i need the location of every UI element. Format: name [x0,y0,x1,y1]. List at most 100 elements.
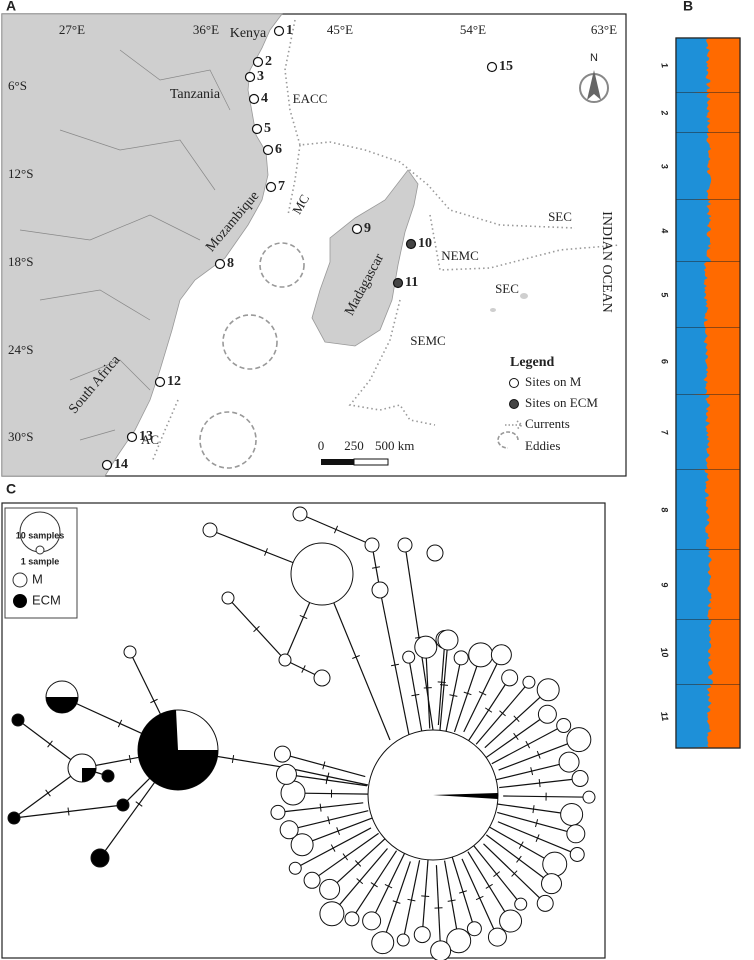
legend-title: Legend [510,355,555,370]
haplotype [270,804,286,820]
mutation-tick [356,878,364,885]
mutation-tick [513,732,519,741]
site-marker [405,238,417,250]
site-label: 11 [405,275,418,290]
island [490,308,496,312]
lon-label: 36°E [193,22,219,37]
mutation-tick [336,827,341,835]
size-legend: 1 sample [21,556,60,566]
site-marker [392,277,404,289]
legend-ecm [13,594,27,608]
scale-bar [353,458,389,466]
population-label: 4 [659,227,670,235]
haplotype [537,704,557,724]
eddy [259,242,305,288]
legend-item: Sites on M [525,374,582,389]
scale-label: 0 [318,438,325,453]
panel-label: B [683,0,693,14]
mutation-tick [392,900,401,904]
mutation-tick [370,882,378,888]
mutation-tick [485,883,493,889]
population-label: 6 [659,358,670,366]
group-legend: ECM [32,592,61,607]
pie-ecm [46,697,78,713]
site-label: 8 [227,256,234,271]
mutation-tick [463,691,472,696]
mutation-tick [326,772,330,781]
lat-label: 18°S [8,254,33,269]
haplotype [487,927,507,947]
blue-block [676,550,712,620]
eddies [199,242,305,469]
haplotype [514,897,528,911]
site-marker [214,258,226,270]
lon-label: 63°E [591,22,617,37]
mutation-tick [511,870,518,877]
site-label: 15 [499,59,513,74]
haplotype [468,642,494,668]
haplotype [344,911,360,927]
mutation-tick [532,805,535,814]
site-marker [248,93,260,105]
lat-label: 30°S [8,429,33,444]
mutation-tick [352,655,360,659]
legend-symbol [505,420,524,430]
current-label: SEC [548,209,572,224]
mutation-tick [478,691,487,696]
site-label: 7 [278,179,285,194]
mutation-tick [536,750,541,759]
site-label: 2 [265,54,272,69]
haplotype [426,544,444,562]
haplotype [290,833,314,857]
current-path [287,144,301,216]
country-label: Kenya [230,26,267,41]
haplotype [558,751,580,773]
compass-arrow [587,70,601,100]
haplotype [522,675,536,689]
mutation-tick [342,853,349,861]
eddy [222,314,278,370]
site-marker [252,56,264,68]
lat-label: 24°S [8,342,33,357]
haplotype [292,506,308,522]
haplotype [303,871,321,889]
population-label: 3 [659,163,670,170]
site-marker [126,431,138,443]
haplotype [11,713,25,727]
ocean-label: INDIAN OCEAN [599,211,614,313]
site-marker [262,144,274,156]
mutation-tick [411,693,420,697]
blue-block [676,38,711,93]
pie-ecm [82,768,96,782]
blue-block [676,328,709,395]
blue-block [676,395,711,470]
site-label: 6 [275,142,282,157]
current-path [284,19,576,229]
haplotype [556,718,572,734]
haplotype [90,848,110,868]
site-label: 9 [364,221,371,236]
site-label: 4 [261,91,268,106]
mutation-tick [421,895,430,898]
mutation-tick [299,614,308,620]
mutation-tick [499,710,506,717]
haplotype [566,824,586,844]
site-marker [251,123,263,135]
scale-bar [321,459,354,465]
haplotype [437,629,459,651]
legend-item: Eddies [525,438,560,453]
mutation-tick [475,895,484,901]
population-label: 10 [659,647,671,659]
mutation-tick [439,684,449,686]
borders [19,49,231,441]
lon-label: 54°E [460,22,486,37]
haplotype [371,931,395,955]
eddy [199,411,257,469]
haplotype [362,911,382,931]
group-legend: M [32,571,43,586]
site-label: 13 [139,429,153,444]
haplotype [453,650,469,666]
haplotype [569,846,585,862]
mutation-tick [407,898,416,902]
